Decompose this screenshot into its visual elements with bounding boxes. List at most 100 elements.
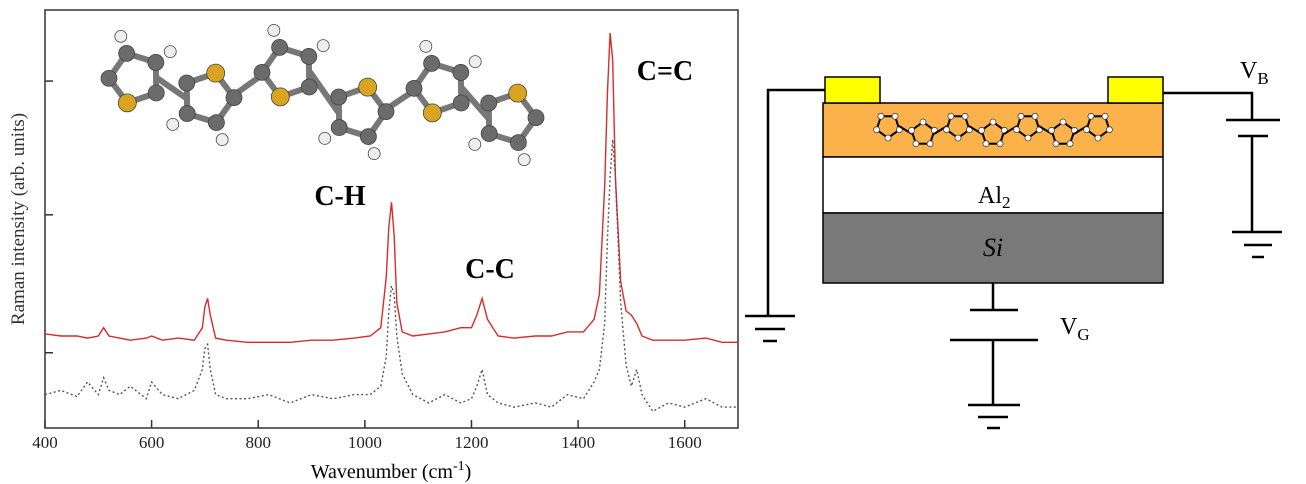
atom <box>300 48 318 65</box>
atom <box>114 29 128 43</box>
x-tick-label: 1400 <box>561 433 595 452</box>
atom <box>943 126 950 134</box>
x-tick-label: 1600 <box>668 433 702 452</box>
atom <box>480 94 498 112</box>
x-label-text: Wavenumber (cm <box>311 461 454 483</box>
atom <box>1106 126 1113 134</box>
atom <box>508 83 528 103</box>
atom <box>358 77 378 97</box>
atom <box>405 79 423 97</box>
atom <box>359 128 377 146</box>
atom <box>1013 126 1020 134</box>
x-label-text: ) <box>465 461 472 483</box>
x-tick-label: 800 <box>245 433 271 452</box>
atom <box>206 63 226 83</box>
atom <box>989 118 997 126</box>
atom <box>118 44 136 62</box>
annotation: C-H <box>314 181 366 212</box>
atom <box>1024 134 1032 142</box>
label-substrate: Si <box>983 233 1003 262</box>
atom <box>468 55 482 69</box>
atom <box>961 112 969 120</box>
atom <box>919 118 927 126</box>
label-vb: VB <box>1240 58 1269 88</box>
atom <box>330 88 348 106</box>
atom <box>270 87 290 107</box>
label-text: V <box>1060 314 1078 340</box>
device: VB Al2 Si VG <box>745 58 1282 430</box>
atom <box>117 93 137 113</box>
wire <box>1163 91 1254 120</box>
label-text: V <box>1240 58 1258 84</box>
substrate-layer <box>822 212 1164 284</box>
wire <box>766 88 825 316</box>
x-tick-label: 600 <box>139 433 165 452</box>
y-axis-label: Raman intensity (arb. units) <box>8 113 29 325</box>
atom <box>468 137 482 151</box>
bond <box>155 75 188 101</box>
atom <box>225 89 243 107</box>
x-tick-label: 400 <box>32 433 58 452</box>
atom <box>1059 118 1067 126</box>
atom <box>423 54 441 72</box>
atom <box>926 140 934 148</box>
source-contact <box>824 76 881 104</box>
oxide-layer <box>822 156 1164 214</box>
atom <box>377 103 395 121</box>
atom <box>178 74 196 92</box>
atom <box>166 117 180 131</box>
atom <box>480 125 498 142</box>
atom <box>147 84 165 102</box>
atom <box>267 23 281 37</box>
atom <box>330 119 348 136</box>
atom <box>316 39 330 53</box>
atom <box>891 112 899 120</box>
atom <box>100 69 118 87</box>
atom <box>912 140 920 148</box>
series-line <box>44 139 738 413</box>
atom <box>908 126 915 134</box>
atom <box>215 133 229 147</box>
atom <box>873 126 880 134</box>
channel-molecule <box>873 112 1113 148</box>
label-oxide: Al2 <box>978 183 1011 212</box>
atom <box>884 134 892 142</box>
molecule <box>100 23 545 167</box>
x-label-sup: -1 <box>453 459 465 474</box>
atom <box>422 103 442 123</box>
atom <box>978 126 985 134</box>
atom <box>452 64 470 81</box>
atom <box>1101 112 1109 120</box>
series-line <box>44 32 738 343</box>
atom <box>300 78 318 96</box>
label-text: Al <box>978 183 1002 209</box>
atom <box>517 153 531 167</box>
atom <box>509 134 527 152</box>
atom <box>1087 112 1095 120</box>
atom <box>271 38 289 56</box>
bond <box>307 70 341 114</box>
atom <box>1083 126 1090 134</box>
atom <box>527 109 545 127</box>
label-sub: G <box>1077 325 1089 344</box>
annotation: C-C <box>465 254 515 285</box>
atom <box>877 112 885 120</box>
atom <box>1094 134 1102 142</box>
atom <box>163 45 177 59</box>
atom <box>253 63 271 81</box>
atom <box>954 134 962 142</box>
atom <box>147 54 165 71</box>
bond <box>459 86 491 120</box>
atom <box>982 140 990 148</box>
atom <box>996 140 1004 148</box>
atom <box>947 112 955 120</box>
label-sub: 2 <box>1002 193 1011 212</box>
annotation: C=C <box>637 56 693 87</box>
atom <box>1017 112 1025 120</box>
x-axis-label: Wavenumber (cm-1) <box>311 459 472 483</box>
atom <box>452 94 470 112</box>
label-vg: VG <box>1060 314 1090 344</box>
atom <box>318 131 332 145</box>
x-tick-label: 1200 <box>454 433 488 452</box>
